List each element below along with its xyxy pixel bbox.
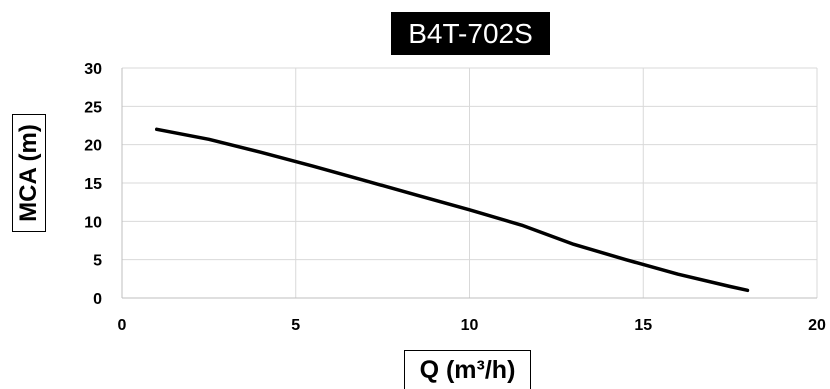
x-tick-label: 20 bbox=[808, 317, 826, 334]
y-tick-label: 10 bbox=[84, 214, 102, 231]
x-tick-label: 15 bbox=[634, 317, 652, 334]
x-tick-label: 0 bbox=[118, 317, 127, 334]
axes bbox=[121, 68, 817, 299]
series-group bbox=[155, 127, 750, 293]
y-tick-label: 5 bbox=[93, 253, 102, 270]
x-tick-labels: 0 5 10 15 20 bbox=[118, 317, 826, 334]
x-axis-label: Q (m³/h) bbox=[404, 350, 531, 389]
y-tick-label: 20 bbox=[84, 138, 102, 155]
y-tick-label: 15 bbox=[84, 176, 102, 193]
series-line bbox=[155, 127, 750, 293]
x-tick-label: 10 bbox=[461, 317, 479, 334]
chart-title: B4T-702S bbox=[391, 12, 550, 55]
y-tick-labels: 0 5 10 15 20 25 30 bbox=[84, 61, 102, 308]
y-axis-label-box: MCA (m) bbox=[12, 114, 46, 232]
y-tick-label: 25 bbox=[84, 99, 102, 116]
y-tick-label: 30 bbox=[84, 61, 102, 78]
y-axis-label: MCA (m) bbox=[15, 124, 42, 222]
x-tick-label: 5 bbox=[291, 317, 300, 334]
y-tick-label: 0 bbox=[93, 291, 102, 308]
grid-lines bbox=[122, 67, 818, 298]
